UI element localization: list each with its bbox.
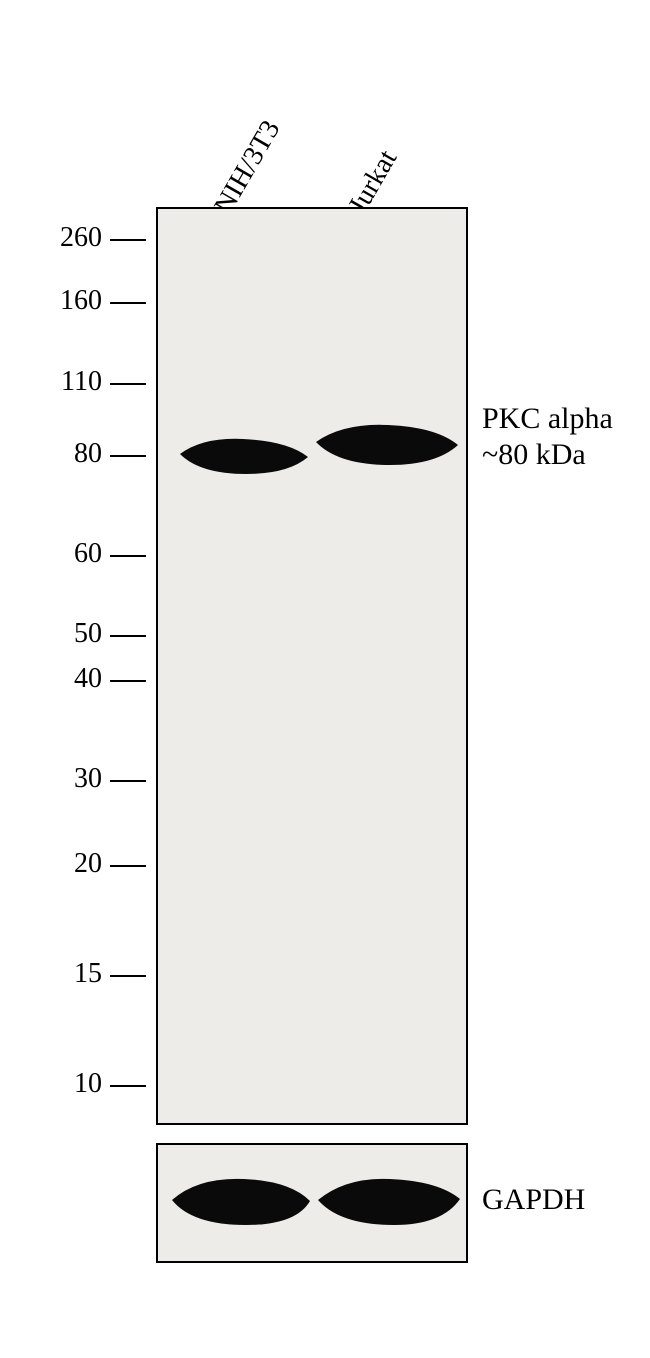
western-blot-figure: NIH/3T3 Jurkat 260 160 110 80 60 50 xyxy=(0,0,650,1358)
ladder-20: 20 xyxy=(42,848,102,880)
band-pkc-lane1 xyxy=(180,439,308,474)
main-blot-membrane xyxy=(156,207,468,1125)
target-protein-annotation: PKC alpha ~80 kDa xyxy=(482,401,613,473)
ladder-80: 80 xyxy=(42,438,102,470)
tick-20 xyxy=(110,865,146,867)
ladder-110: 110 xyxy=(42,366,102,398)
band-gapdh-lane2 xyxy=(318,1179,460,1225)
gapdh-blot-membrane xyxy=(156,1143,468,1263)
ladder-40: 40 xyxy=(42,663,102,695)
target-size: ~80 kDa xyxy=(482,437,613,473)
ladder-160: 160 xyxy=(42,285,102,317)
tick-30 xyxy=(110,780,146,782)
tick-60 xyxy=(110,555,146,557)
ladder-50: 50 xyxy=(42,618,102,650)
lane-label-1: NIH/3T3 xyxy=(208,115,287,220)
tick-160 xyxy=(110,302,146,304)
tick-10 xyxy=(110,1085,146,1087)
ladder-10: 10 xyxy=(42,1068,102,1100)
band-pkc-lane2 xyxy=(316,425,458,465)
tick-15 xyxy=(110,975,146,977)
tick-40 xyxy=(110,680,146,682)
loading-control-annotation: GAPDH xyxy=(482,1182,585,1218)
tick-260 xyxy=(110,239,146,241)
gapdh-bands-svg xyxy=(158,1145,468,1263)
ladder-30: 30 xyxy=(42,763,102,795)
target-name: PKC alpha xyxy=(482,401,613,437)
main-bands-svg xyxy=(158,209,468,1125)
ladder-15: 15 xyxy=(42,958,102,990)
tick-110 xyxy=(110,383,146,385)
tick-50 xyxy=(110,635,146,637)
tick-80 xyxy=(110,455,146,457)
ladder-260: 260 xyxy=(42,222,102,254)
ladder-60: 60 xyxy=(42,538,102,570)
band-gapdh-lane1 xyxy=(172,1179,310,1225)
